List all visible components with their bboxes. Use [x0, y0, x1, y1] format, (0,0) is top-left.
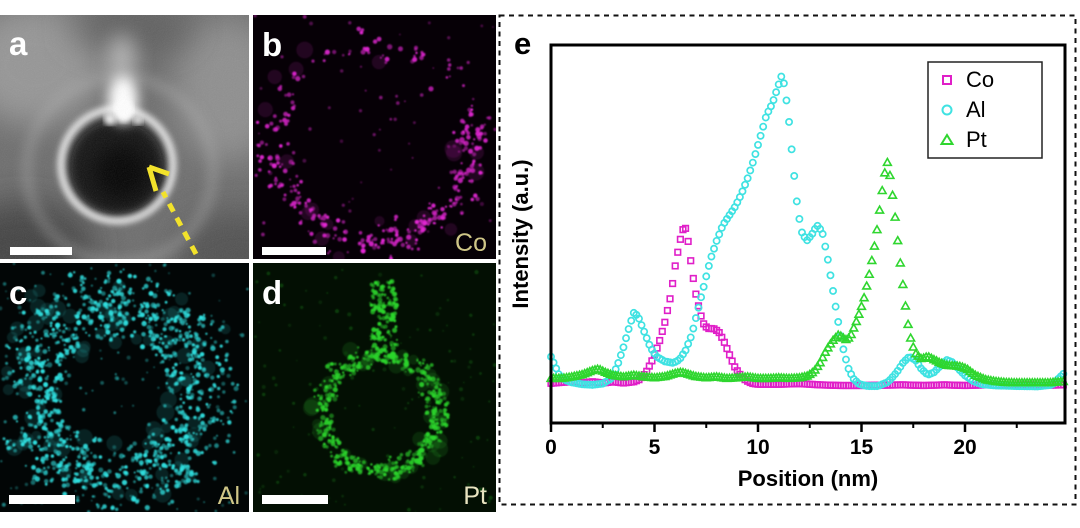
panel-a: a: [0, 15, 249, 259]
chart-markers: [545, 72, 1069, 391]
plot-frame: [549, 43, 1067, 425]
al-dot-cloud: [0, 263, 249, 512]
panel-c-al-map: c Al: [0, 263, 249, 512]
scale-bar: [262, 495, 328, 504]
panel-b: b Co: [253, 15, 496, 259]
x-tick-label: 20: [953, 436, 976, 459]
panel-letter: c: [9, 274, 27, 311]
panel-letter: a: [9, 25, 28, 62]
series-pt: [545, 156, 1069, 387]
legend-pt-triangle-icon: [939, 133, 955, 145]
legend: Co Al Pt: [927, 61, 1043, 159]
x-tick-label: 10: [746, 436, 769, 459]
scale-bar: [9, 495, 75, 504]
panel-letter: e: [514, 26, 531, 61]
panel-d: d Pt: [253, 263, 496, 512]
panel-e: e 0 5 10 15 20 Position (nm) Intensity (a.u.…: [498, 14, 1077, 506]
legend-box: [927, 61, 1043, 159]
x-axis-tick-labels: 0 5 10 15 20: [545, 436, 977, 459]
y-axis-title: Intensity (a.u.): [508, 159, 533, 308]
x-tick-label: 0: [545, 436, 557, 459]
x-tick-label: 5: [649, 436, 661, 459]
panel-d-pt-map: d Pt: [253, 263, 496, 512]
legend-al-label: Al: [966, 97, 986, 122]
panel-c: c Al: [0, 263, 249, 512]
element-label-al: Al: [218, 482, 240, 510]
co-dot-cloud: [253, 15, 496, 259]
panel-letter: d: [262, 274, 282, 311]
panel-a-image: a: [0, 15, 249, 259]
scale-bar: [262, 247, 326, 255]
pt-dot-cloud: [254, 268, 496, 512]
legend-al-circle-icon: [941, 104, 953, 116]
legend-co-label: Co: [966, 67, 994, 92]
annotation-arrow: [146, 164, 199, 256]
panel-letter: b: [262, 26, 282, 63]
intensity-profile-chart: e 0 5 10 15 20 Position (nm) Intensity (a.u.…: [498, 14, 1077, 506]
x-tick-label: 15: [850, 436, 874, 459]
element-label-pt: Pt: [463, 482, 487, 510]
panel-b-background: [253, 15, 496, 259]
x-axis-title: Position (nm): [738, 466, 879, 491]
legend-pt-label: Pt: [966, 127, 987, 152]
element-label-co: Co: [455, 229, 487, 257]
panel-b-co-map: b Co: [253, 15, 496, 259]
x-axis-ticks: [549, 423, 1018, 432]
legend-co-square-icon: [942, 75, 952, 85]
scale-bar: [10, 247, 72, 255]
